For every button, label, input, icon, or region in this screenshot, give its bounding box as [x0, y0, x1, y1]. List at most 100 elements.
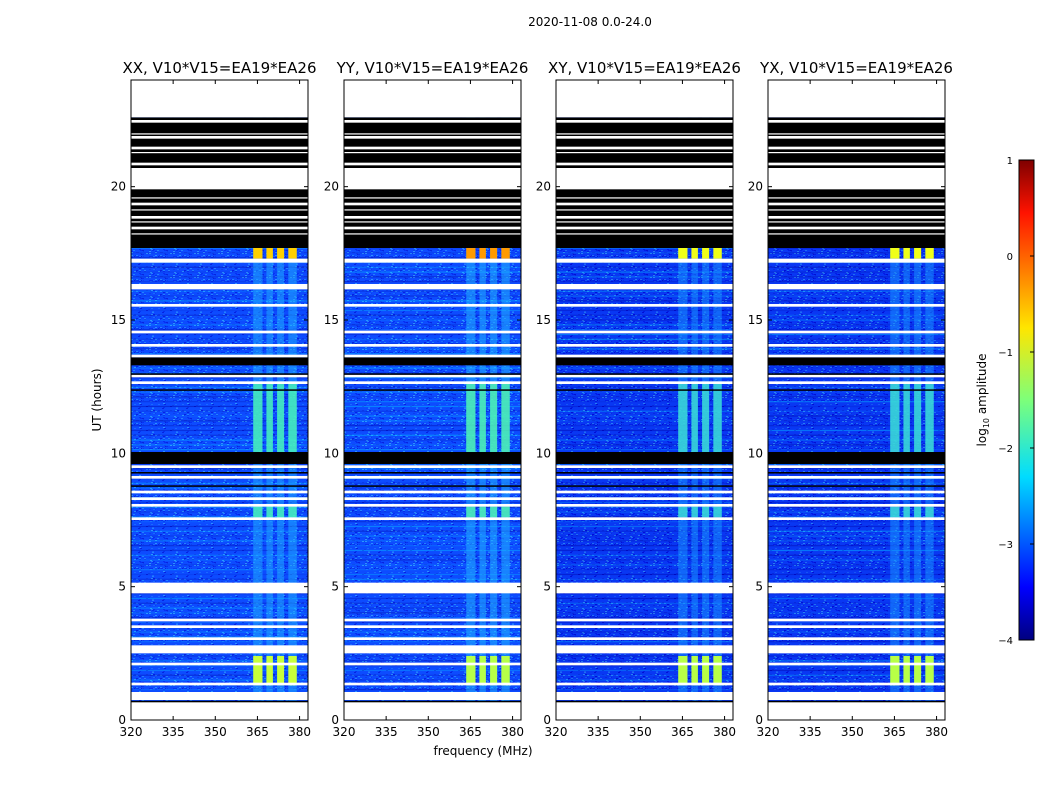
x-tick-label: 365 [246, 725, 269, 739]
stripe [556, 578, 733, 580]
stripe [556, 573, 733, 576]
flag-white [556, 645, 733, 654]
stripe [131, 578, 308, 580]
x-tick-label: 380 [288, 725, 311, 739]
stripe [768, 425, 945, 427]
flag-gap [768, 221, 945, 223]
stripe [131, 641, 308, 643]
rfi-band-mid [501, 384, 510, 452]
rfi-band-strong [277, 248, 285, 259]
stripe [556, 569, 733, 571]
stripe [768, 314, 945, 316]
y-tick-label: 0 [543, 713, 551, 727]
y-axis-label: UT (hours) [90, 368, 104, 431]
panel-xy: XY, V10*V15=EA19*EA26 320 335 350 365 380 0 5 10… [536, 59, 741, 739]
stripe [768, 396, 945, 398]
rfi-band-strong [713, 248, 722, 259]
stripe [556, 631, 733, 633]
flag-white [556, 497, 733, 500]
flag-white [556, 354, 733, 358]
flag-white [344, 682, 521, 686]
flag-white [768, 476, 945, 479]
stripe [131, 391, 308, 393]
stripe [131, 410, 308, 412]
stripe [768, 309, 945, 312]
x-tick-label: 335 [799, 725, 822, 739]
flag-white [344, 304, 521, 307]
stripe [768, 372, 945, 374]
rfi-band-strong [713, 656, 722, 686]
stripe [344, 439, 521, 441]
stripe [131, 338, 308, 340]
stripe [131, 597, 308, 600]
stripe [344, 535, 521, 537]
stripe [768, 612, 945, 614]
stripe [768, 449, 945, 451]
colorbar-tick-label: 1 [1007, 156, 1013, 167]
stripe [768, 439, 945, 441]
stripe [768, 535, 945, 537]
stripe [556, 257, 733, 259]
stripe [768, 434, 945, 436]
rfi-band-mid [691, 506, 698, 518]
flag-gap [131, 209, 308, 211]
stripe [768, 276, 945, 278]
x-tick-label: 320 [333, 725, 356, 739]
stripe [131, 314, 308, 316]
rfi-band-mid [479, 506, 486, 518]
stripe [768, 511, 945, 513]
flag-white [768, 304, 945, 307]
flag-white [344, 226, 521, 230]
flag-white [768, 504, 945, 507]
stripe [556, 410, 733, 412]
stripe [768, 525, 945, 528]
stripe [344, 674, 521, 676]
flag-white [131, 284, 308, 290]
stripe [768, 569, 945, 571]
flag-white [131, 582, 308, 594]
flag-white [556, 381, 733, 384]
flag-white [131, 344, 308, 347]
stripe [768, 295, 945, 297]
stripe [344, 617, 521, 619]
stripe [344, 597, 521, 600]
colorbar-tick-label: 0 [1007, 252, 1013, 263]
stripe [768, 674, 945, 676]
stripe [556, 367, 733, 369]
flag-gap [131, 152, 308, 154]
flag-line [131, 485, 308, 487]
stripe [344, 554, 521, 556]
rfi-band-mid [713, 384, 722, 452]
flag-white [344, 637, 521, 640]
stripe [556, 530, 733, 532]
flag-white [556, 216, 733, 219]
flag-white [344, 582, 521, 594]
rfi-band-mid [253, 384, 263, 452]
flag-line [768, 472, 945, 474]
stripe [344, 573, 521, 576]
stripe [556, 564, 733, 566]
flag-white [556, 662, 733, 666]
stripe [556, 290, 733, 292]
flag-gap [768, 152, 945, 154]
stripe [768, 554, 945, 556]
rfi-band-mid [702, 506, 710, 518]
y-tick-label: 10 [324, 446, 339, 460]
flag-line [768, 700, 945, 703]
stripe [131, 300, 308, 302]
stripe [768, 636, 945, 638]
stripe [556, 324, 733, 326]
stripe [768, 655, 945, 657]
rfi-band-mid [490, 384, 498, 452]
stripe [768, 338, 945, 340]
flag-white [344, 120, 521, 123]
flag-white [768, 625, 945, 628]
rfi-band-strong [702, 248, 710, 259]
stripe [768, 463, 945, 465]
rfi-band-strong [925, 248, 934, 259]
flag-white [344, 162, 521, 166]
stripe [556, 559, 733, 561]
flag-white [344, 490, 521, 494]
flag-white [131, 637, 308, 640]
stripe [556, 689, 733, 691]
